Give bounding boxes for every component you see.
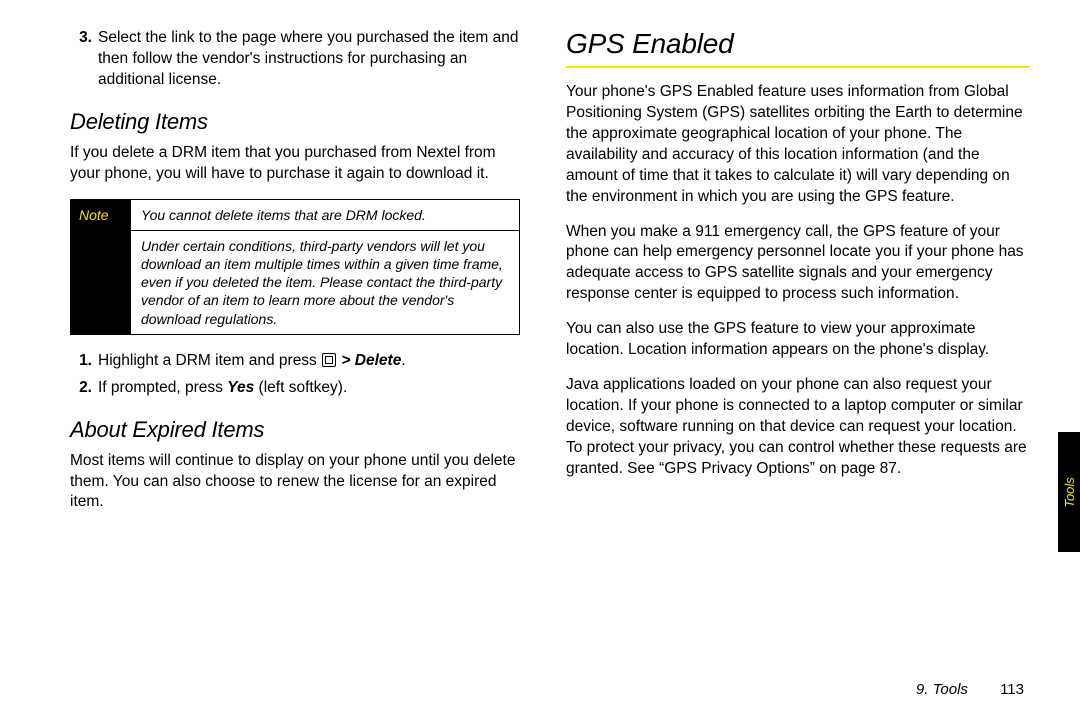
paragraph: Your phone's GPS Enabled feature uses in…: [566, 82, 1030, 208]
heading-gps-enabled: GPS Enabled: [566, 28, 1030, 60]
page-footer: 9. Tools 113: [916, 681, 1024, 698]
continued-step-list: 3. Select the link to the page where you…: [70, 28, 520, 91]
paragraph: When you make a 911 emergency call, the …: [566, 222, 1030, 306]
note-label-empty: [71, 231, 131, 334]
note-box: Note You cannot delete items that are DR…: [70, 199, 520, 335]
list-item: 2. If prompted, press Yes (left softkey)…: [70, 378, 520, 399]
footer-section: 9. Tools: [916, 681, 968, 698]
step-number: 1.: [70, 351, 92, 372]
step-text: Highlight a DRM item and press > Delete.: [98, 351, 520, 372]
paragraph: Java applications loaded on your phone c…: [566, 375, 1030, 480]
step-number: 3.: [70, 28, 92, 49]
section-heading-wrap: GPS Enabled: [566, 28, 1030, 68]
note-label: Note: [71, 200, 131, 230]
step-post: .: [401, 352, 405, 369]
paragraph: Most items will continue to display on y…: [70, 451, 520, 514]
delete-steps: 1. Highlight a DRM item and press > Dele…: [70, 351, 520, 399]
footer-page-number: 113: [1000, 681, 1024, 698]
note-text: Under certain conditions, third-party ve…: [131, 231, 519, 334]
step-pre: If prompted, press: [98, 379, 227, 396]
note-row: Note You cannot delete items that are DR…: [71, 200, 519, 230]
note-row: Under certain conditions, third-party ve…: [71, 230, 519, 334]
step-number: 2.: [70, 378, 92, 399]
paragraph: You can also use the GPS feature to view…: [566, 319, 1030, 361]
heading-about-expired: About Expired Items: [70, 417, 520, 443]
list-item: 3. Select the link to the page where you…: [70, 28, 520, 91]
section-tab-tools: Tools: [1058, 432, 1080, 552]
section-tab-label: Tools: [1062, 477, 1077, 508]
step-action: Yes: [227, 379, 254, 396]
menu-key-icon: [322, 353, 336, 367]
step-post: (left softkey).: [254, 379, 347, 396]
step-pre: Highlight a DRM item and press: [98, 352, 321, 369]
step-text: Select the link to the page where you pu…: [98, 28, 520, 91]
right-column: GPS Enabled Your phone's GPS Enabled fea…: [566, 28, 1030, 720]
note-text: You cannot delete items that are DRM loc…: [131, 200, 519, 230]
left-column: 3. Select the link to the page where you…: [70, 28, 520, 720]
step-text: If prompted, press Yes (left softkey).: [98, 378, 520, 399]
paragraph: If you delete a DRM item that you purcha…: [70, 143, 520, 185]
list-item: 1. Highlight a DRM item and press > Dele…: [70, 351, 520, 372]
manual-page: 3. Select the link to the page where you…: [0, 0, 1080, 720]
step-action: > Delete: [337, 352, 401, 369]
heading-deleting-items: Deleting Items: [70, 109, 520, 135]
